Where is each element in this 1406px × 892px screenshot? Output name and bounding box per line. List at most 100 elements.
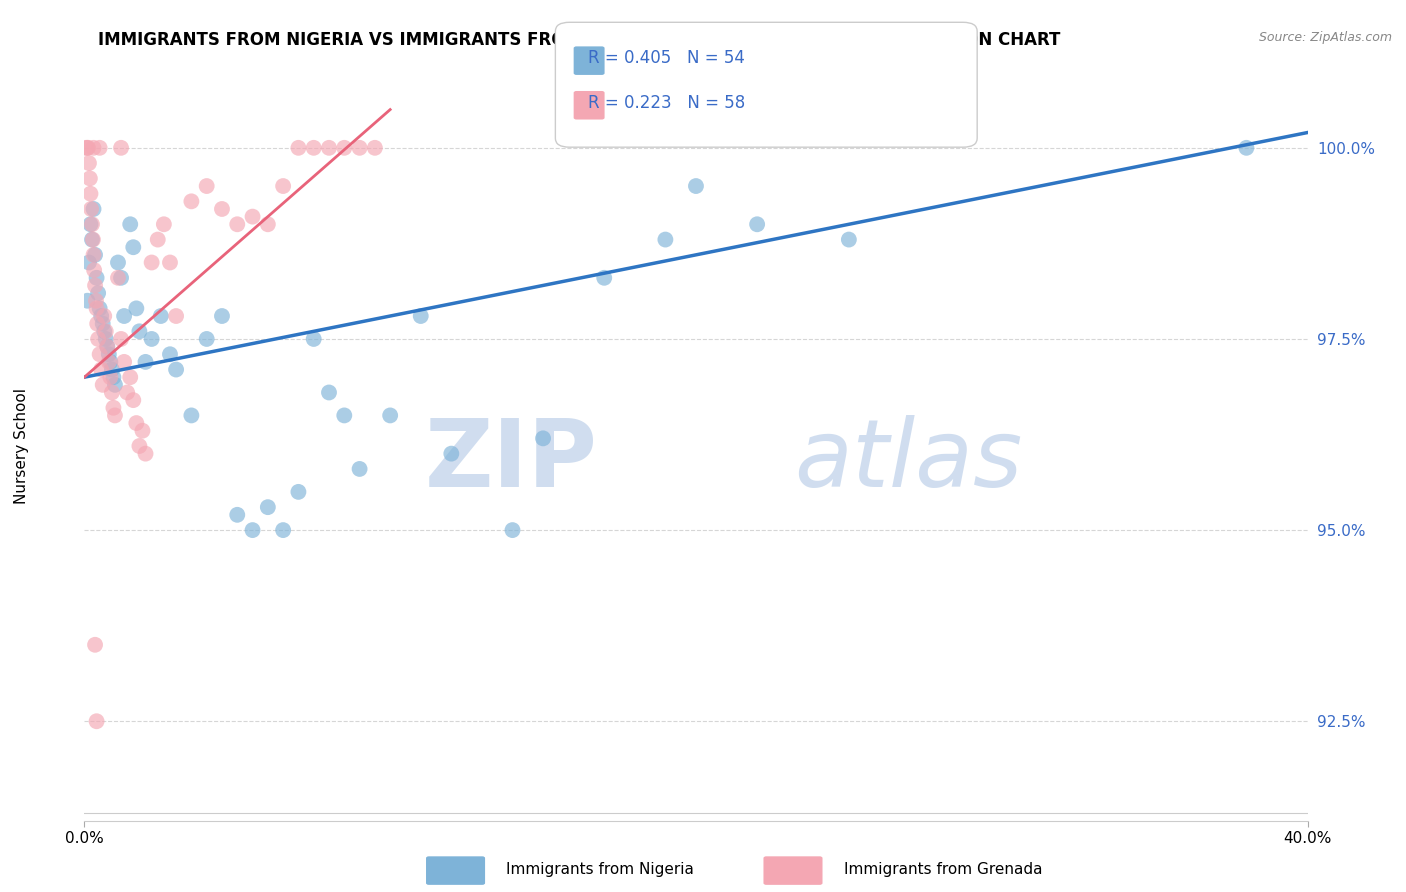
Point [93,309,115,323]
Point [180,194,202,209]
Point [86,270,108,285]
Point [226,508,249,522]
Point [94,332,117,346]
Point [333,141,356,155]
Point [502,523,524,537]
Point [349,462,371,476]
Point [93,324,115,338]
Point [122,393,145,408]
Text: R = 0.405   N = 54: R = 0.405 N = 54 [588,49,745,67]
Point [149,309,172,323]
Point [83,141,105,155]
Point [86,301,108,316]
Point [135,355,157,369]
Point [165,309,187,323]
Point [89,141,111,155]
Point [271,523,294,537]
Point [409,309,432,323]
Point [120,217,142,231]
Text: IMMIGRANTS FROM NIGERIA VS IMMIGRANTS FROM GRENADA NURSERY SCHOOL CORRELATION CH: IMMIGRANTS FROM NIGERIA VS IMMIGRANTS FR… [98,31,1060,49]
Point [531,431,554,445]
Point [654,233,676,247]
Point [80,217,103,231]
Text: Source: ZipAtlas.com: Source: ZipAtlas.com [1258,31,1392,45]
Point [302,141,325,155]
Point [89,347,111,361]
Point [271,179,294,194]
Point [91,377,114,392]
Point [83,248,105,262]
Point [91,317,114,331]
Point [84,248,107,262]
Point [101,362,124,376]
Point [110,332,132,346]
Point [141,255,163,269]
Text: Immigrants from Grenada: Immigrants from Grenada [844,863,1042,877]
Point [120,370,142,384]
Point [77,156,100,170]
Text: R = 0.223   N = 58: R = 0.223 N = 58 [588,94,745,112]
Point [76,141,98,155]
Point [153,217,176,231]
Point [104,377,127,392]
Point [380,409,402,423]
Point [125,416,148,430]
Point [97,347,120,361]
Point [128,439,150,453]
Point [97,355,120,369]
Point [83,202,105,216]
Point [165,362,187,376]
Point [89,301,111,316]
Point [82,233,104,247]
Point [90,309,112,323]
Point [364,141,387,155]
Point [79,186,101,201]
Point [593,270,616,285]
Point [318,385,340,400]
Point [77,141,100,155]
Point [115,385,138,400]
Point [302,332,325,346]
Point [80,202,103,216]
Point [112,355,135,369]
Point [287,141,309,155]
Point [128,324,150,338]
Point [146,233,169,247]
Point [211,202,233,216]
Point [440,447,463,461]
Point [98,355,121,369]
Point [98,370,121,384]
Point [87,332,110,346]
Point [87,286,110,301]
Point [84,638,107,652]
Point [1236,141,1258,155]
Point [86,714,108,729]
Point [96,340,118,354]
Point [83,263,105,277]
Point [349,141,371,155]
Point [103,370,125,384]
Point [110,270,132,285]
Point [104,409,127,423]
Point [242,523,264,537]
Point [79,217,101,231]
Point [318,141,340,155]
Point [159,255,181,269]
Point [75,141,97,155]
Point [195,332,218,346]
Point [180,409,202,423]
Text: ZIP: ZIP [425,415,598,507]
Point [112,309,135,323]
Point [90,362,112,376]
Point [84,278,107,293]
Point [125,301,148,316]
Point [101,385,124,400]
Point [103,401,125,415]
Point [86,317,108,331]
Point [838,233,860,247]
Point [287,484,309,499]
Text: atlas: atlas [794,416,1022,507]
Point [94,324,117,338]
Point [76,293,98,308]
Point [211,309,233,323]
